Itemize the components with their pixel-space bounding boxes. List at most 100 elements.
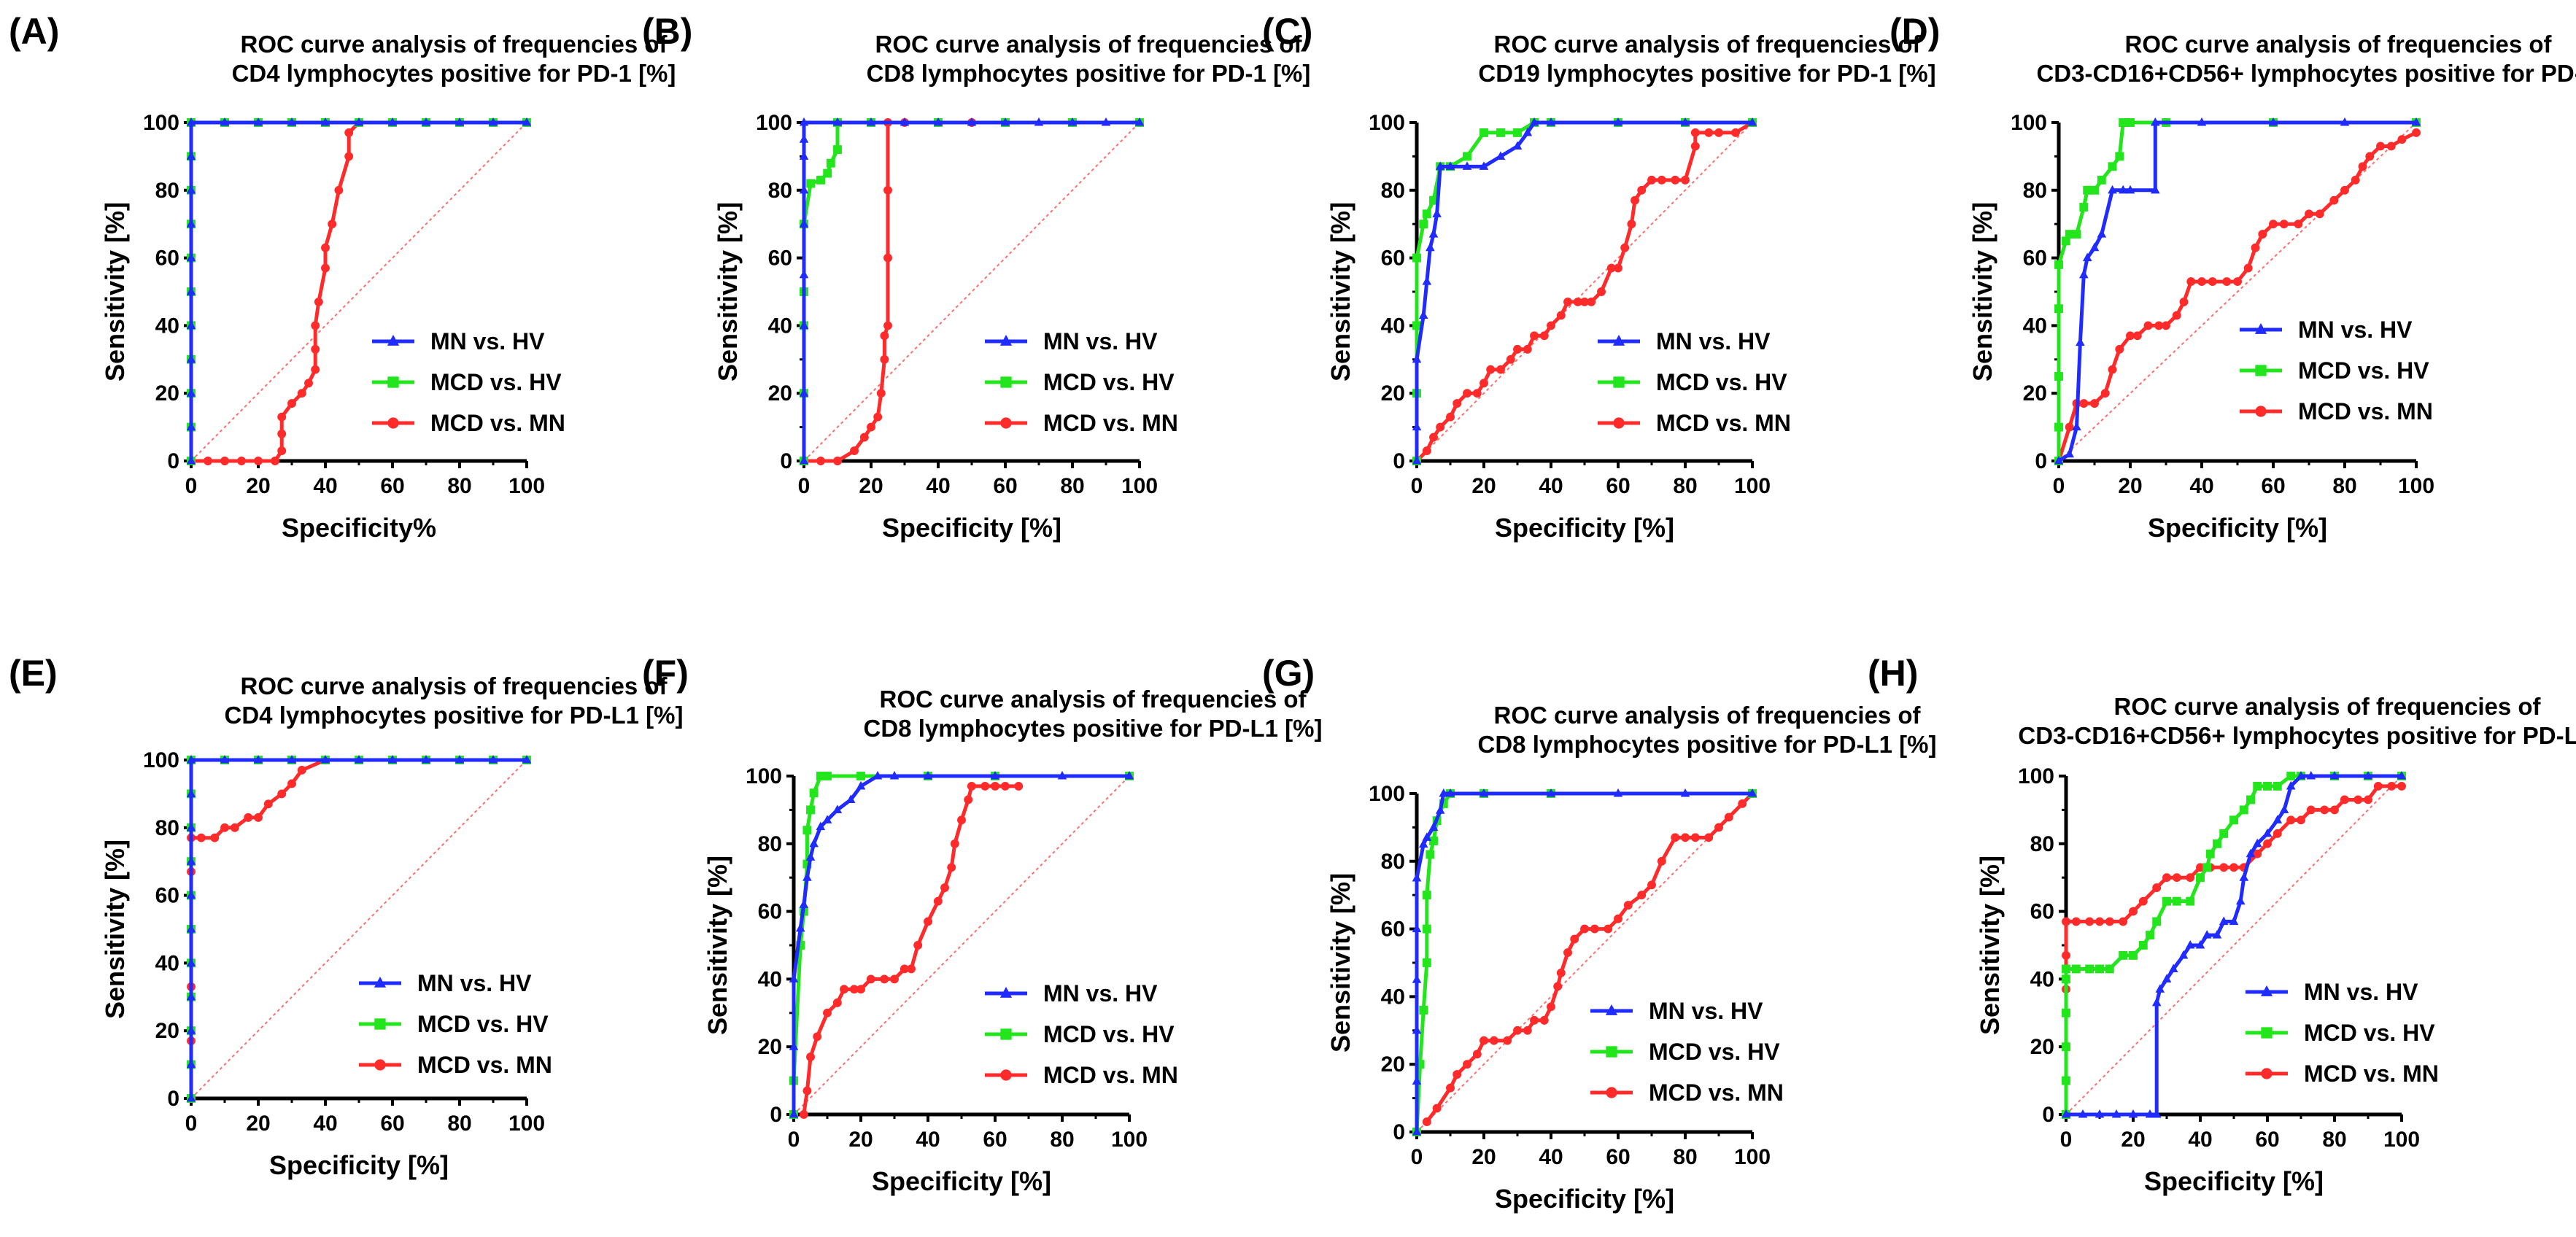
data-point [867,422,875,432]
data-point [1747,788,1757,797]
data-point [2085,964,2095,974]
x-tick-label: 60 [993,474,1017,498]
data-point [287,779,296,788]
data-point [1513,128,1522,137]
y-tick-label: 20 [1381,381,1405,406]
x-tick-label: 80 [1050,1128,1074,1152]
legend-marker [1000,1028,1012,1040]
y-tick-label: 0 [1393,449,1405,473]
data-point [186,252,196,262]
data-point [2138,896,2148,906]
chart-title-line: CD4 lymphocytes positive for PD-1 [%] [232,60,676,87]
y-tick-label: 40 [155,951,179,975]
data-point [1680,117,1690,126]
data-point [1547,321,1555,330]
legend-label: MCD vs. MN [417,1052,552,1078]
data-point [2108,365,2117,374]
data-point [2062,964,2070,974]
data-point [2253,849,2262,858]
data-point [2239,872,2249,881]
data-point [2219,829,2229,838]
data-point [1415,1060,1425,1069]
data-point [883,321,892,330]
data-point [344,152,354,161]
data-point [1428,822,1439,831]
data-point [1631,195,1639,205]
data-point [1513,1025,1522,1035]
data-point [1724,813,1733,822]
data-point [2186,896,2195,906]
data-point [802,826,812,835]
data-point [1412,923,1422,933]
data-point [816,772,825,780]
data-point [2178,950,2189,959]
data-point [883,185,892,195]
data-point [1422,924,1431,934]
series-line [1425,792,1754,1123]
data-point [813,1032,822,1042]
data-point [1124,771,1134,780]
data-point [1563,297,1572,306]
data-point [806,179,816,188]
data-point [1014,781,1024,791]
legend-marker [1606,1046,1617,1058]
data-point [1057,771,1067,780]
data-point [287,399,296,408]
data-point [2151,997,2162,1007]
data-point [880,354,889,364]
reference-diagonal [2065,775,2402,1115]
data-point [1503,1036,1512,1045]
chart-title-line: ROC curve analysis of frequencies of [2124,31,2552,58]
data-point [2079,269,2089,279]
data-point [2078,1109,2088,1118]
x-tick-label: 100 [1121,474,1158,498]
chart-title-line: CD8 lymphocytes positive for PD-L1 [%] [1478,731,1937,758]
legend-label: MCD vs. HV [2304,1020,2435,1046]
legend-label: MCD vs. MN [1656,410,1791,436]
data-point [2219,916,2229,926]
data-point [2105,964,2114,974]
y-tick-label: 60 [2030,900,2054,924]
data-point [2090,399,2099,408]
data-point [320,117,330,126]
data-point [2079,203,2089,212]
series-mcd-vs-mn [2054,128,2421,465]
data-point [2213,839,2221,848]
data-point [2061,236,2070,246]
data-point [2065,230,2074,239]
data-point [924,917,932,926]
chart-title-line: ROC curve analysis of frequencies of [1493,702,1921,729]
data-point [802,872,812,881]
legend-marker [1612,335,1625,346]
data-point [1463,152,1471,161]
data-point [1419,220,1428,229]
data-point [1580,924,1589,934]
data-point [2279,220,2289,229]
data-point [876,389,886,398]
data-point [220,755,230,764]
data-point [1462,161,1472,170]
data-point [1587,297,1596,306]
chart-title-line: CD3-CD16+CD56+ lymphocytes positive for … [2018,722,2576,749]
data-point [488,117,498,126]
data-point [1101,117,1111,126]
data-point [2119,950,2128,960]
data-point [1556,311,1566,320]
data-point [1429,195,1438,205]
data-point [1747,117,1757,126]
legend-marker [387,335,400,346]
data-point [940,883,949,893]
legend-label: MCD vs. MN [2304,1060,2439,1087]
data-point [1426,242,1435,252]
y-tick-label: 60 [768,247,792,271]
data-point [311,365,320,374]
chart-title-line: ROC curve analysis of frequencies of [2113,693,2541,720]
data-point [1453,399,1462,408]
data-point [311,321,320,330]
data-point [799,269,809,279]
x-tick-label: 100 [2398,474,2434,498]
data-point [799,219,809,228]
data-point [816,175,825,185]
data-point [1429,433,1438,442]
legend: MN vs. HV MCD vs. HV MCD vs. MN [985,328,1178,436]
